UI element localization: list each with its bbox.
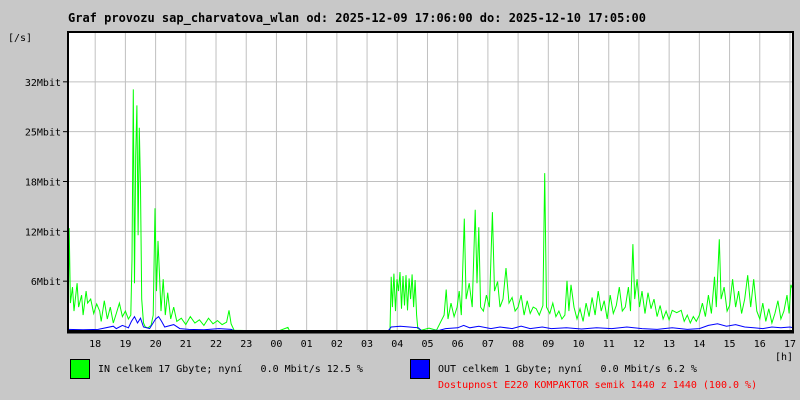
x-tick-label: 07 — [482, 339, 494, 350]
x-tick-label: 08 — [512, 339, 524, 350]
x-tick-label: 04 — [391, 339, 403, 350]
page-title: Graf provozu sap_charvatova_wlan od: 202… — [68, 11, 646, 25]
x-tick-label: 06 — [452, 339, 464, 350]
x-tick-label: 05 — [421, 339, 433, 350]
legend-out-label: OUT celkem 1 Gbyte; nyní 0.0 Mbit/s 6.2 … — [438, 364, 697, 375]
x-tick-label: 19 — [119, 339, 131, 350]
x-tick-label: 10 — [572, 339, 584, 350]
x-tick-label: 09 — [542, 339, 554, 350]
x-tick-label: 23 — [240, 339, 252, 350]
y-axis-unit-label: [/s] — [8, 33, 33, 44]
legend-out-swatch — [410, 359, 430, 379]
out-series-line — [68, 315, 793, 331]
legend-in-swatch — [70, 359, 90, 379]
y-tick-label: 32Mbit — [25, 78, 61, 89]
x-tick-label: 16 — [754, 339, 766, 350]
x-tick-label: 15 — [724, 339, 736, 350]
x-tick-label: 12 — [633, 339, 645, 350]
x-axis-unit-label: [h] — [774, 352, 793, 363]
x-tick-label: 11 — [603, 339, 615, 350]
x-tick-label: 02 — [331, 339, 343, 350]
y-tick-label: 25Mbit — [25, 128, 61, 139]
x-tick-label: 22 — [210, 339, 222, 350]
x-tick-label: 14 — [693, 339, 705, 350]
x-tick-label: 01 — [301, 339, 313, 350]
x-tick-label: 17 — [784, 339, 796, 350]
x-tick-label: 13 — [663, 339, 675, 350]
x-tick-label: 00 — [270, 339, 282, 350]
x-tick-label: 18 — [89, 339, 101, 350]
x-tick-label: 03 — [361, 339, 373, 350]
x-tick-label: 20 — [150, 339, 162, 350]
x-tick-label: 21 — [180, 339, 192, 350]
y-tick-label: 6Mbit — [31, 277, 61, 288]
availability-text: Dostupnost E220 KOMPAKTOR semik 1440 z 1… — [438, 380, 758, 391]
y-tick-label: 18Mbit — [25, 178, 61, 189]
y-tick-label: 12Mbit — [25, 227, 61, 238]
legend-in-label: IN celkem 17 Gbyte; nyní 0.0 Mbit/s 12.5… — [98, 364, 363, 375]
traffic-chart: 18 19 20 21 22 23 00 01 02 03 04 05 06 07 08 09 10 11 12 13… — [25, 31, 796, 350]
